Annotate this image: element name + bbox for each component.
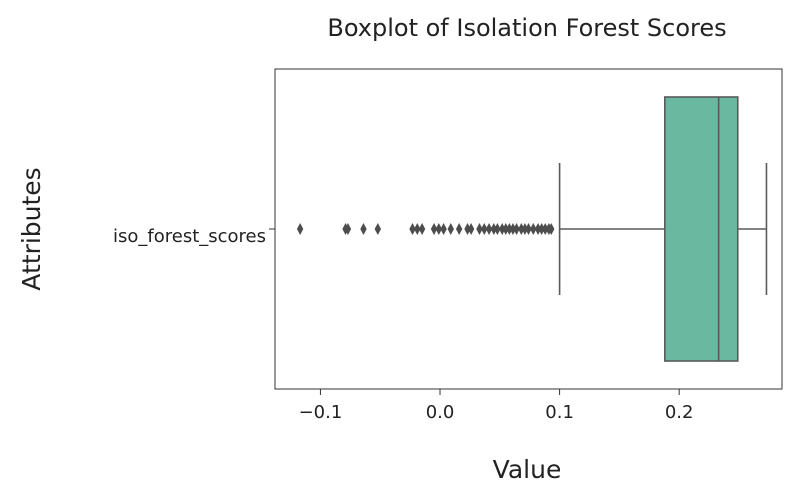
- outlier-point: [476, 223, 483, 235]
- y-tick-label: iso_forest_scores: [113, 226, 266, 247]
- outlier-point: [494, 223, 501, 235]
- outlier-point: [509, 223, 517, 235]
- outlier-point: [360, 223, 367, 235]
- chart-title: Boxplot of Isolation Forest Scores: [327, 14, 726, 42]
- outlier-point: [521, 223, 529, 235]
- outlier-point: [534, 223, 542, 235]
- outlier-point: [485, 223, 493, 235]
- outlier-point: [430, 223, 438, 235]
- x-tick-label: 0.2: [665, 402, 694, 423]
- iqr-box: [664, 96, 739, 362]
- outlier-point: [418, 223, 426, 235]
- outlier-point: [440, 223, 447, 235]
- outlier-point: [467, 223, 475, 235]
- outlier-point: [502, 223, 509, 235]
- outlier-point: [409, 223, 416, 235]
- outlier-point: [344, 223, 352, 235]
- outlier-point: [525, 223, 532, 235]
- x-tick-label: 0.0: [426, 402, 455, 423]
- outlier-point: [518, 223, 525, 235]
- outlier-point: [296, 223, 304, 235]
- outlier-point: [481, 223, 488, 235]
- outlier-point: [530, 223, 537, 235]
- outlier-point: [455, 223, 463, 235]
- y-axis-label: Attributes: [17, 167, 46, 290]
- outlier-point: [498, 223, 506, 235]
- x-axis-label: Value: [493, 455, 562, 484]
- outlier-point: [435, 223, 443, 235]
- plot-area: [296, 96, 768, 362]
- x-axis-ticks: −0.1 0.0 0.1 0.2: [269, 228, 694, 423]
- outlier-point: [538, 223, 545, 235]
- outlier-point: [542, 223, 549, 235]
- x-tick-label: −0.1: [299, 402, 343, 423]
- outlier-point: [414, 223, 421, 235]
- outlier-point: [464, 223, 471, 235]
- outlier-point: [548, 223, 555, 235]
- outlier-point: [374, 223, 382, 235]
- outlier-point: [490, 223, 498, 235]
- outlier-point: [447, 223, 454, 235]
- outlier-point: [506, 223, 513, 235]
- x-tick-label: 0.1: [545, 402, 574, 423]
- outlier-point: [513, 223, 520, 235]
